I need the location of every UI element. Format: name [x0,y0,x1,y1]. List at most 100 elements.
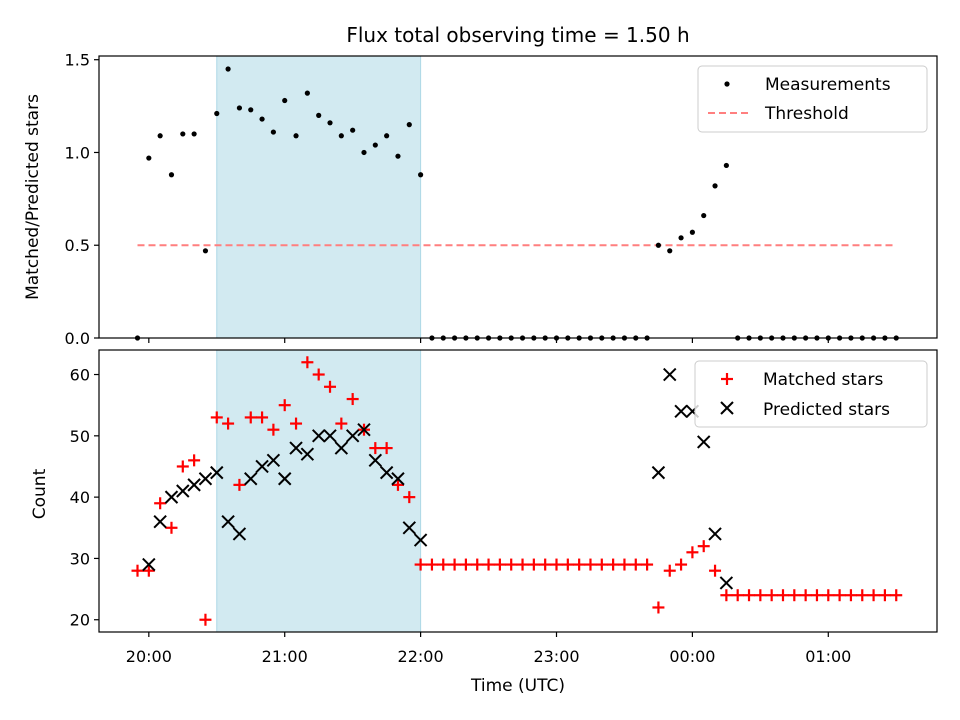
matched-star-point [878,589,891,602]
matched-star-point [459,558,472,571]
matched-star-point [652,601,665,614]
ratio-y-tick-label: 1.5 [65,51,90,70]
matched-star-point [765,589,778,602]
matched-star-point [584,558,597,571]
matched-star-point [391,478,404,491]
measurement-point [304,90,310,96]
count-panel: 20 30 40 50 60 20:00 21:00 22:00 23:00 00:00 01:00… [30,349,938,696]
measurement-point [191,131,197,137]
ratio-axes-frame [98,55,938,339]
matched-star-point [142,564,155,577]
matched-star-point [493,558,506,571]
predicted-point-b [334,441,349,455]
measurement-point [248,107,254,113]
predicted-point-b [210,465,224,480]
predicted-point-b [153,514,167,529]
measurements-legend-label: Measurements [765,75,891,95]
predicted-point-b [221,514,235,529]
x-tick-label: 23:00 [533,647,579,666]
predicted-point-b [176,484,190,498]
matched-star-point [233,478,246,491]
matched-star-point [539,558,552,571]
predicted-point-b [357,422,371,437]
matched-star-point [188,454,201,467]
matched-star-point [437,558,450,571]
matched-star-point [810,589,823,602]
predicted-star-point [266,453,281,468]
threshold-legend-label: Threshold [764,104,849,124]
matched-star-point [346,393,359,406]
predicted-star-point [379,465,394,480]
predicted-star-point [244,472,258,486]
predicted-star-point [300,447,315,461]
matched-star-point [267,423,280,436]
count-plot-area: 20 30 40 50 60 20:00 21:00 22:00 23:00 00:00 01:00 [70,349,938,666]
predicted-point-b [142,557,156,572]
predicted-point-b [198,472,213,486]
matched-star-point [516,558,529,571]
count-legend: Matched stars Predicted stars [694,360,928,428]
measurement-point [168,172,175,178]
predicted-point-b [187,478,201,492]
matched-star-point [199,613,212,626]
measurement-point [236,105,243,111]
matched-star-point [425,558,438,571]
matched-star-point [278,399,291,412]
predicted-star-point [391,472,405,486]
predicted-point-b [266,453,281,468]
predicted-star-point [368,453,383,468]
measurement-point [214,110,220,117]
measurement-point [361,149,367,156]
ratio-panel: 0.0 0.5 1.0 1.5 Flux total observing time =… [23,23,938,348]
predicted-star-point [176,484,190,498]
chart-title: Flux total observing time = 1.50 h [346,23,689,47]
measurement-point [655,242,662,248]
predicted-star-point [323,429,337,443]
predicted-star-point [221,514,235,529]
matched-star-point [335,417,348,430]
x-tick-label: 01:00 [805,647,851,666]
predicted-star-point [663,367,677,382]
ratio-observing-span [216,55,422,339]
predicted-point-b [391,472,405,486]
measurement-point [372,142,378,148]
count-y-tick-label: 20 [70,611,90,630]
matched-star-point [527,558,540,571]
predicted-star-point [674,404,688,419]
predicted-point-b [708,527,722,541]
count-y-axis-label: Count [30,468,50,519]
predicted-star-point [153,514,167,529]
matched-star-point [856,589,869,602]
measurement-point [418,172,424,178]
matched-star-point [380,442,393,455]
matched-star-point [595,558,608,571]
matched-legend-marker [721,373,733,385]
matched-star-point [618,558,631,571]
measurement-point [723,162,729,169]
measurement-point [225,66,231,72]
matched-star-point [890,589,903,602]
ratio-y-axis-label: Matched/Predicted stars [23,94,43,300]
predicted-point-b [232,527,247,541]
measurement-point [712,183,718,189]
measurement-point [678,235,684,241]
matched-star-point [720,589,733,602]
predicted-legend-marker [720,401,734,415]
measurement-point [350,127,356,133]
measurement-point [259,116,265,122]
measurement-point [667,248,673,254]
ratio-legend: Measurements Threshold [697,65,928,133]
measurement-point [157,133,163,139]
predicted-star-point [708,527,722,541]
x-tick-label: 00:00 [669,647,715,666]
predicted-point-b [719,576,734,590]
measurement-point [384,133,390,139]
measurement-point [282,97,288,104]
predicted-star-point [255,459,269,474]
matched-star-point [482,558,495,571]
matched-star-point [686,546,699,559]
predicted-point-b [651,465,666,480]
measurement-point [406,122,412,128]
measurement-point [202,248,209,254]
